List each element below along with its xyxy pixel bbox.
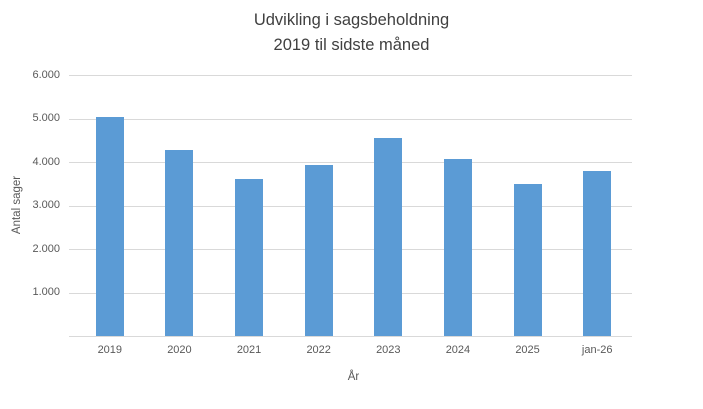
y-tick-mark-5000 <box>69 118 75 120</box>
gridline-6000 <box>75 75 632 76</box>
x-tick-label-2020: 2020 <box>167 344 192 356</box>
gridline-4000 <box>75 162 632 163</box>
x-axis-title: År <box>347 371 360 383</box>
bar-2024 <box>443 158 472 336</box>
y-tick-label-3000: 3.000 <box>32 199 60 211</box>
y-tick-label-4000: 4.000 <box>32 155 60 168</box>
y-tick-mark-4000 <box>69 162 75 163</box>
y-tick-mark-3000 <box>69 205 75 207</box>
y-tick-label-1000: 1.000 <box>32 286 60 298</box>
y-tick-mark-0 <box>69 336 75 337</box>
bar-2023 <box>374 138 403 336</box>
gridline-3000 <box>75 205 632 207</box>
chart-title: Udvikling i sagsbeholdning 2019 til sids… <box>0 8 703 58</box>
gridline-1000 <box>75 292 632 294</box>
x-tick-label-2023: 2023 <box>376 344 401 356</box>
y-tick-label-5000: 5.000 <box>32 112 60 124</box>
x-tick-label-2021: 2021 <box>236 344 262 356</box>
bar-2025 <box>513 183 542 336</box>
bar-jan-26 <box>583 171 612 336</box>
bar-2019 <box>95 117 124 336</box>
x-axis-line <box>69 336 632 337</box>
x-tick-label-jan-26: jan-26 <box>581 344 613 356</box>
gridline-2000 <box>75 249 632 250</box>
plot-area <box>75 75 632 336</box>
x-tick-label-2019: 2019 <box>97 344 123 356</box>
y-tick-mark-6000 <box>69 75 75 76</box>
y-tick-mark-2000 <box>69 249 75 250</box>
bar-2021 <box>235 179 264 336</box>
chart-title-line2: 2019 til sidste måned <box>273 36 430 54</box>
bar-2022 <box>304 165 333 336</box>
y-tick-label-6000: 6.000 <box>32 68 60 81</box>
y-tick-mark-1000 <box>69 292 75 294</box>
x-tick-label-2022: 2022 <box>306 344 331 356</box>
chart-title-line1: Udvikling i sagsbeholdning <box>253 11 450 29</box>
x-tick-label-2024: 2024 <box>445 344 471 356</box>
gridline-5000 <box>75 118 632 120</box>
y-tick-label-2000: 2.000 <box>32 242 60 255</box>
x-tick-label-2025: 2025 <box>515 344 540 356</box>
bar-2020 <box>165 150 194 336</box>
